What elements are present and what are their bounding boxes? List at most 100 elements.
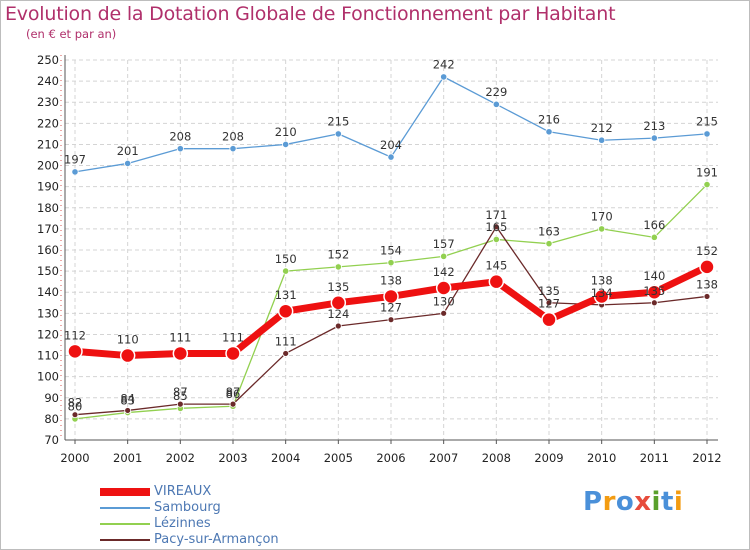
data-point-pacy-sur-armancon — [124, 407, 132, 414]
brand-letter: x — [634, 487, 652, 517]
data-point-sambourg — [545, 128, 553, 136]
data-point-lezinnes — [598, 225, 606, 233]
legend-swatch — [100, 523, 150, 525]
data-point-sambourg — [334, 130, 342, 138]
data-point-sambourg — [282, 140, 290, 149]
data-point-vireaux — [488, 273, 505, 290]
data-label-vireaux: 138 — [591, 273, 613, 287]
data-point-vireaux — [277, 303, 294, 319]
y-tick-label: 250 — [37, 53, 59, 67]
brand-letter: o — [615, 487, 635, 517]
x-tick-label: 2003 — [218, 451, 247, 465]
data-point-vireaux — [172, 345, 189, 362]
data-label-vireaux: 138 — [380, 273, 402, 287]
data-label-vireaux: 111 — [169, 330, 191, 344]
data-point-lezinnes — [492, 235, 500, 244]
data-label-sambourg: 208 — [169, 129, 191, 143]
data-labels: 197 201 208 208 210 215 204 242 229 216 212 213 215 8… — [64, 58, 718, 414]
data-point-sambourg — [229, 145, 237, 153]
brand-letter: i — [673, 487, 684, 517]
brand-logo: Proxiti — [583, 487, 683, 517]
data-label-lezinnes: 152 — [327, 248, 349, 262]
data-point-pacy-sur-armancon — [650, 299, 658, 307]
y-tick-label: 90 — [44, 391, 59, 405]
y-tick-label: 180 — [37, 201, 59, 215]
data-label-vireaux: 140 — [643, 269, 665, 283]
data-point-vireaux — [383, 288, 399, 305]
data-point-pacy-sur-armancon — [71, 411, 79, 419]
data-point-lezinnes — [545, 240, 553, 248]
legend-label: VIREAUX — [154, 484, 212, 499]
data-label-sambourg: 242 — [433, 58, 455, 72]
data-point-vireaux — [67, 343, 83, 360]
y-tick-label: 120 — [37, 327, 59, 341]
y-tick-label: 160 — [37, 243, 59, 257]
data-point-pacy-sur-armancon — [492, 223, 500, 231]
legend-swatch — [100, 507, 150, 509]
y-tick-label: 210 — [37, 137, 59, 151]
legend-item-vireaux: VIREAUX — [100, 484, 380, 500]
legend-item-sambourg: Sambourg — [100, 500, 380, 516]
brand-letter: i — [651, 487, 661, 517]
data-point-lezinnes — [440, 252, 448, 260]
brand-letter: r — [602, 487, 616, 517]
data-label-lezinnes: 166 — [643, 218, 665, 232]
data-point-vireaux — [225, 345, 241, 362]
x-tick-label: 2001 — [113, 451, 142, 465]
axes: 7080901001101201301401501601701801902002… — [37, 53, 722, 465]
data-point-vireaux — [435, 280, 452, 296]
x-tick-label: 2006 — [376, 451, 405, 465]
data-label-lezinnes: 80 — [68, 400, 83, 414]
data-label-vireaux: 142 — [433, 265, 455, 279]
data-label-lezinnes: 191 — [696, 165, 718, 179]
data-point-sambourg — [71, 168, 79, 176]
data-point-pacy-sur-armancon — [545, 299, 553, 307]
data-point-sambourg — [703, 130, 711, 138]
chart-title: Evolution de la Dotation Globale de Fonc… — [5, 3, 616, 25]
x-tick-label: 2012 — [692, 451, 721, 465]
data-label-pacy-sur-armancon: 138 — [696, 277, 718, 291]
data-point-pacy-sur-armancon — [176, 400, 184, 408]
data-label-pacy-sur-armancon: 87 — [173, 385, 188, 399]
y-tick-label: 130 — [37, 306, 59, 320]
y-tick-label: 100 — [37, 370, 59, 384]
data-point-vireaux — [330, 295, 347, 311]
x-tick-label: 2007 — [429, 451, 458, 465]
y-tick-label: 150 — [37, 264, 59, 278]
y-tick-label: 230 — [37, 95, 59, 109]
data-label-vireaux: 112 — [64, 328, 86, 342]
legend-swatch — [100, 539, 150, 541]
data-label-sambourg: 208 — [222, 129, 244, 143]
data-point-lezinnes — [387, 259, 395, 267]
grid — [65, 59, 718, 441]
data-point-lezinnes — [650, 233, 658, 241]
x-tick-label: 2002 — [166, 451, 195, 465]
data-label-pacy-sur-armancon: 134 — [591, 286, 613, 300]
y-tick-label: 200 — [37, 159, 59, 173]
legend-label: Lézinnes — [154, 516, 211, 531]
data-label-lezinnes: 170 — [591, 210, 613, 224]
chart-subtitle: (en € et par an) — [26, 27, 117, 41]
data-label-pacy-sur-armancon: 130 — [433, 294, 455, 308]
data-label-sambourg: 213 — [643, 119, 665, 133]
data-label-pacy-sur-armancon: 135 — [643, 284, 665, 298]
data-label-pacy-sur-armancon: 135 — [538, 284, 560, 298]
data-point-pacy-sur-armancon — [440, 309, 448, 317]
y-tick-label: 240 — [37, 74, 59, 88]
data-point-lezinnes — [282, 267, 290, 275]
legend-label: Pacy-sur-Armançon — [154, 532, 279, 547]
data-point-vireaux — [119, 347, 136, 364]
data-point-sambourg — [440, 73, 448, 81]
y-tick-label: 190 — [37, 180, 59, 194]
data-label-sambourg: 210 — [275, 125, 297, 139]
y-tick-label: 170 — [37, 222, 59, 236]
brand-letter: t — [660, 487, 674, 517]
data-point-sambourg — [176, 145, 184, 153]
legend-item-lezinnes: Lézinnes — [100, 516, 380, 532]
y-tick-label: 80 — [44, 412, 59, 426]
data-label-pacy-sur-armancon: 171 — [485, 208, 507, 222]
x-tick-label: 2005 — [324, 451, 353, 465]
data-label-lezinnes: 150 — [275, 252, 297, 266]
data-point-vireaux — [646, 284, 663, 300]
